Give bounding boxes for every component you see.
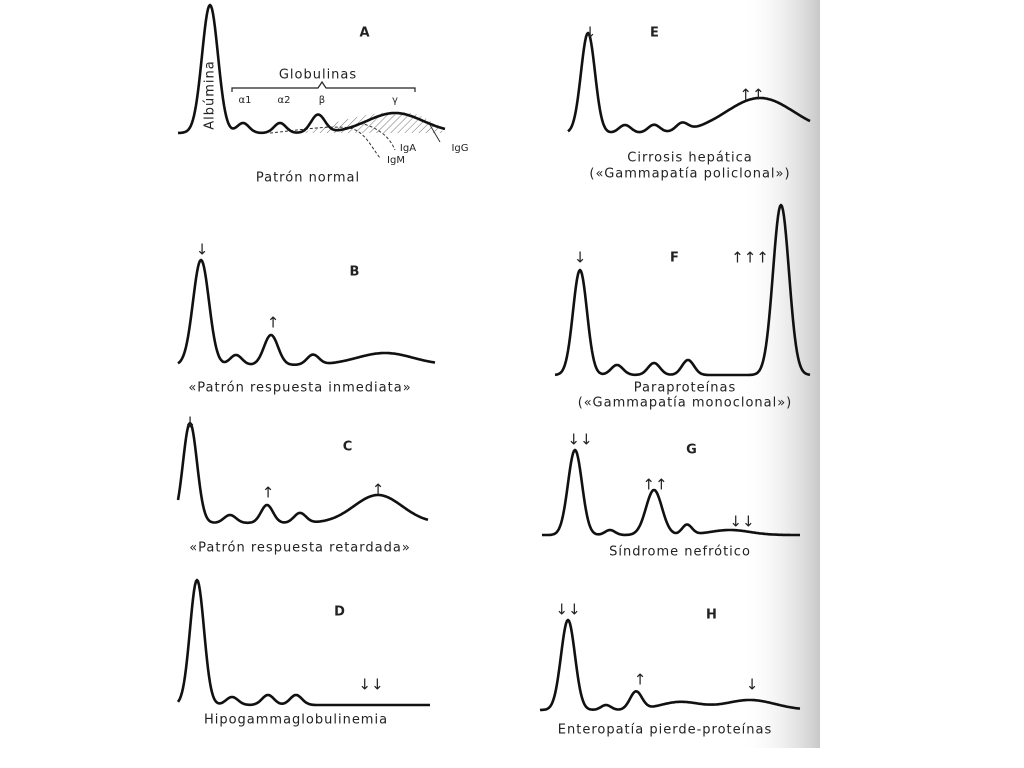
caption: Cirrosis hepática	[627, 151, 752, 166]
caption: Enteropatía pierde-proteínas	[558, 723, 772, 738]
protein-curve	[567, 31, 811, 134]
panel-letter: B	[350, 265, 361, 280]
arrow: ↓↓	[729, 513, 754, 531]
protein-curve	[541, 448, 801, 537]
ig-line	[429, 124, 441, 143]
arrow: ↓↓	[555, 601, 580, 619]
globulins-title: Globulinas	[279, 68, 357, 83]
fraction-label: β	[319, 95, 325, 106]
arrow: ↓	[196, 241, 209, 259]
arrow: ↑↑	[739, 86, 764, 104]
arrow: ↓	[584, 24, 597, 42]
arrow: ↓↓	[358, 676, 383, 694]
caption: («Gammapatía monoclonal»)	[578, 396, 793, 411]
arrow: ↑↑↑	[731, 249, 769, 267]
caption: Patrón normal	[256, 171, 360, 186]
arrow: ↑	[267, 314, 280, 332]
arrow: ↓	[746, 676, 759, 694]
panel-letter: H	[706, 608, 718, 623]
protein-curve	[177, 258, 436, 366]
caption: Hipogammaglobulinemia	[204, 713, 388, 728]
albumin-label: Albúmina	[203, 60, 218, 129]
panel-letter: F	[670, 251, 680, 266]
ig-label: IgG	[451, 143, 468, 154]
caption: Paraproteínas	[634, 381, 736, 396]
fraction-label: α1	[239, 95, 252, 106]
fraction-label: α2	[278, 95, 291, 106]
protein-curve	[176, 421, 429, 525]
fraction-label: γ	[392, 95, 398, 106]
arrow: ↑	[262, 484, 275, 502]
arrow: ↑	[372, 481, 385, 499]
protein-curve	[177, 3, 446, 135]
arrow: ↓↓	[567, 431, 592, 449]
brace	[231, 80, 416, 92]
arrow: ↑↑	[642, 476, 667, 494]
panel-letter: D	[334, 605, 346, 620]
arrow: ↓	[574, 249, 587, 267]
ig-label: IgA	[400, 143, 416, 154]
caption: «Patrón respuesta inmediata»	[188, 381, 411, 396]
panel-letter: C	[343, 440, 354, 455]
ig-label: IgM	[387, 155, 405, 166]
panel-letter: E	[650, 26, 660, 41]
protein-curve	[176, 578, 431, 707]
panel-letter: G	[686, 443, 698, 458]
caption: «Patrón respuesta retardada»	[189, 541, 411, 556]
igg-hatch	[300, 112, 445, 133]
protein-curve	[554, 203, 811, 377]
arrow: ↓	[184, 414, 197, 432]
caption: Síndrome nefrótico	[609, 545, 751, 560]
ig-line	[359, 122, 396, 151]
arrow: ↑	[634, 671, 647, 689]
protein-curve	[539, 618, 801, 712]
caption: («Gammapatía policlonal»)	[589, 167, 790, 182]
panel-letter: A	[359, 26, 370, 41]
